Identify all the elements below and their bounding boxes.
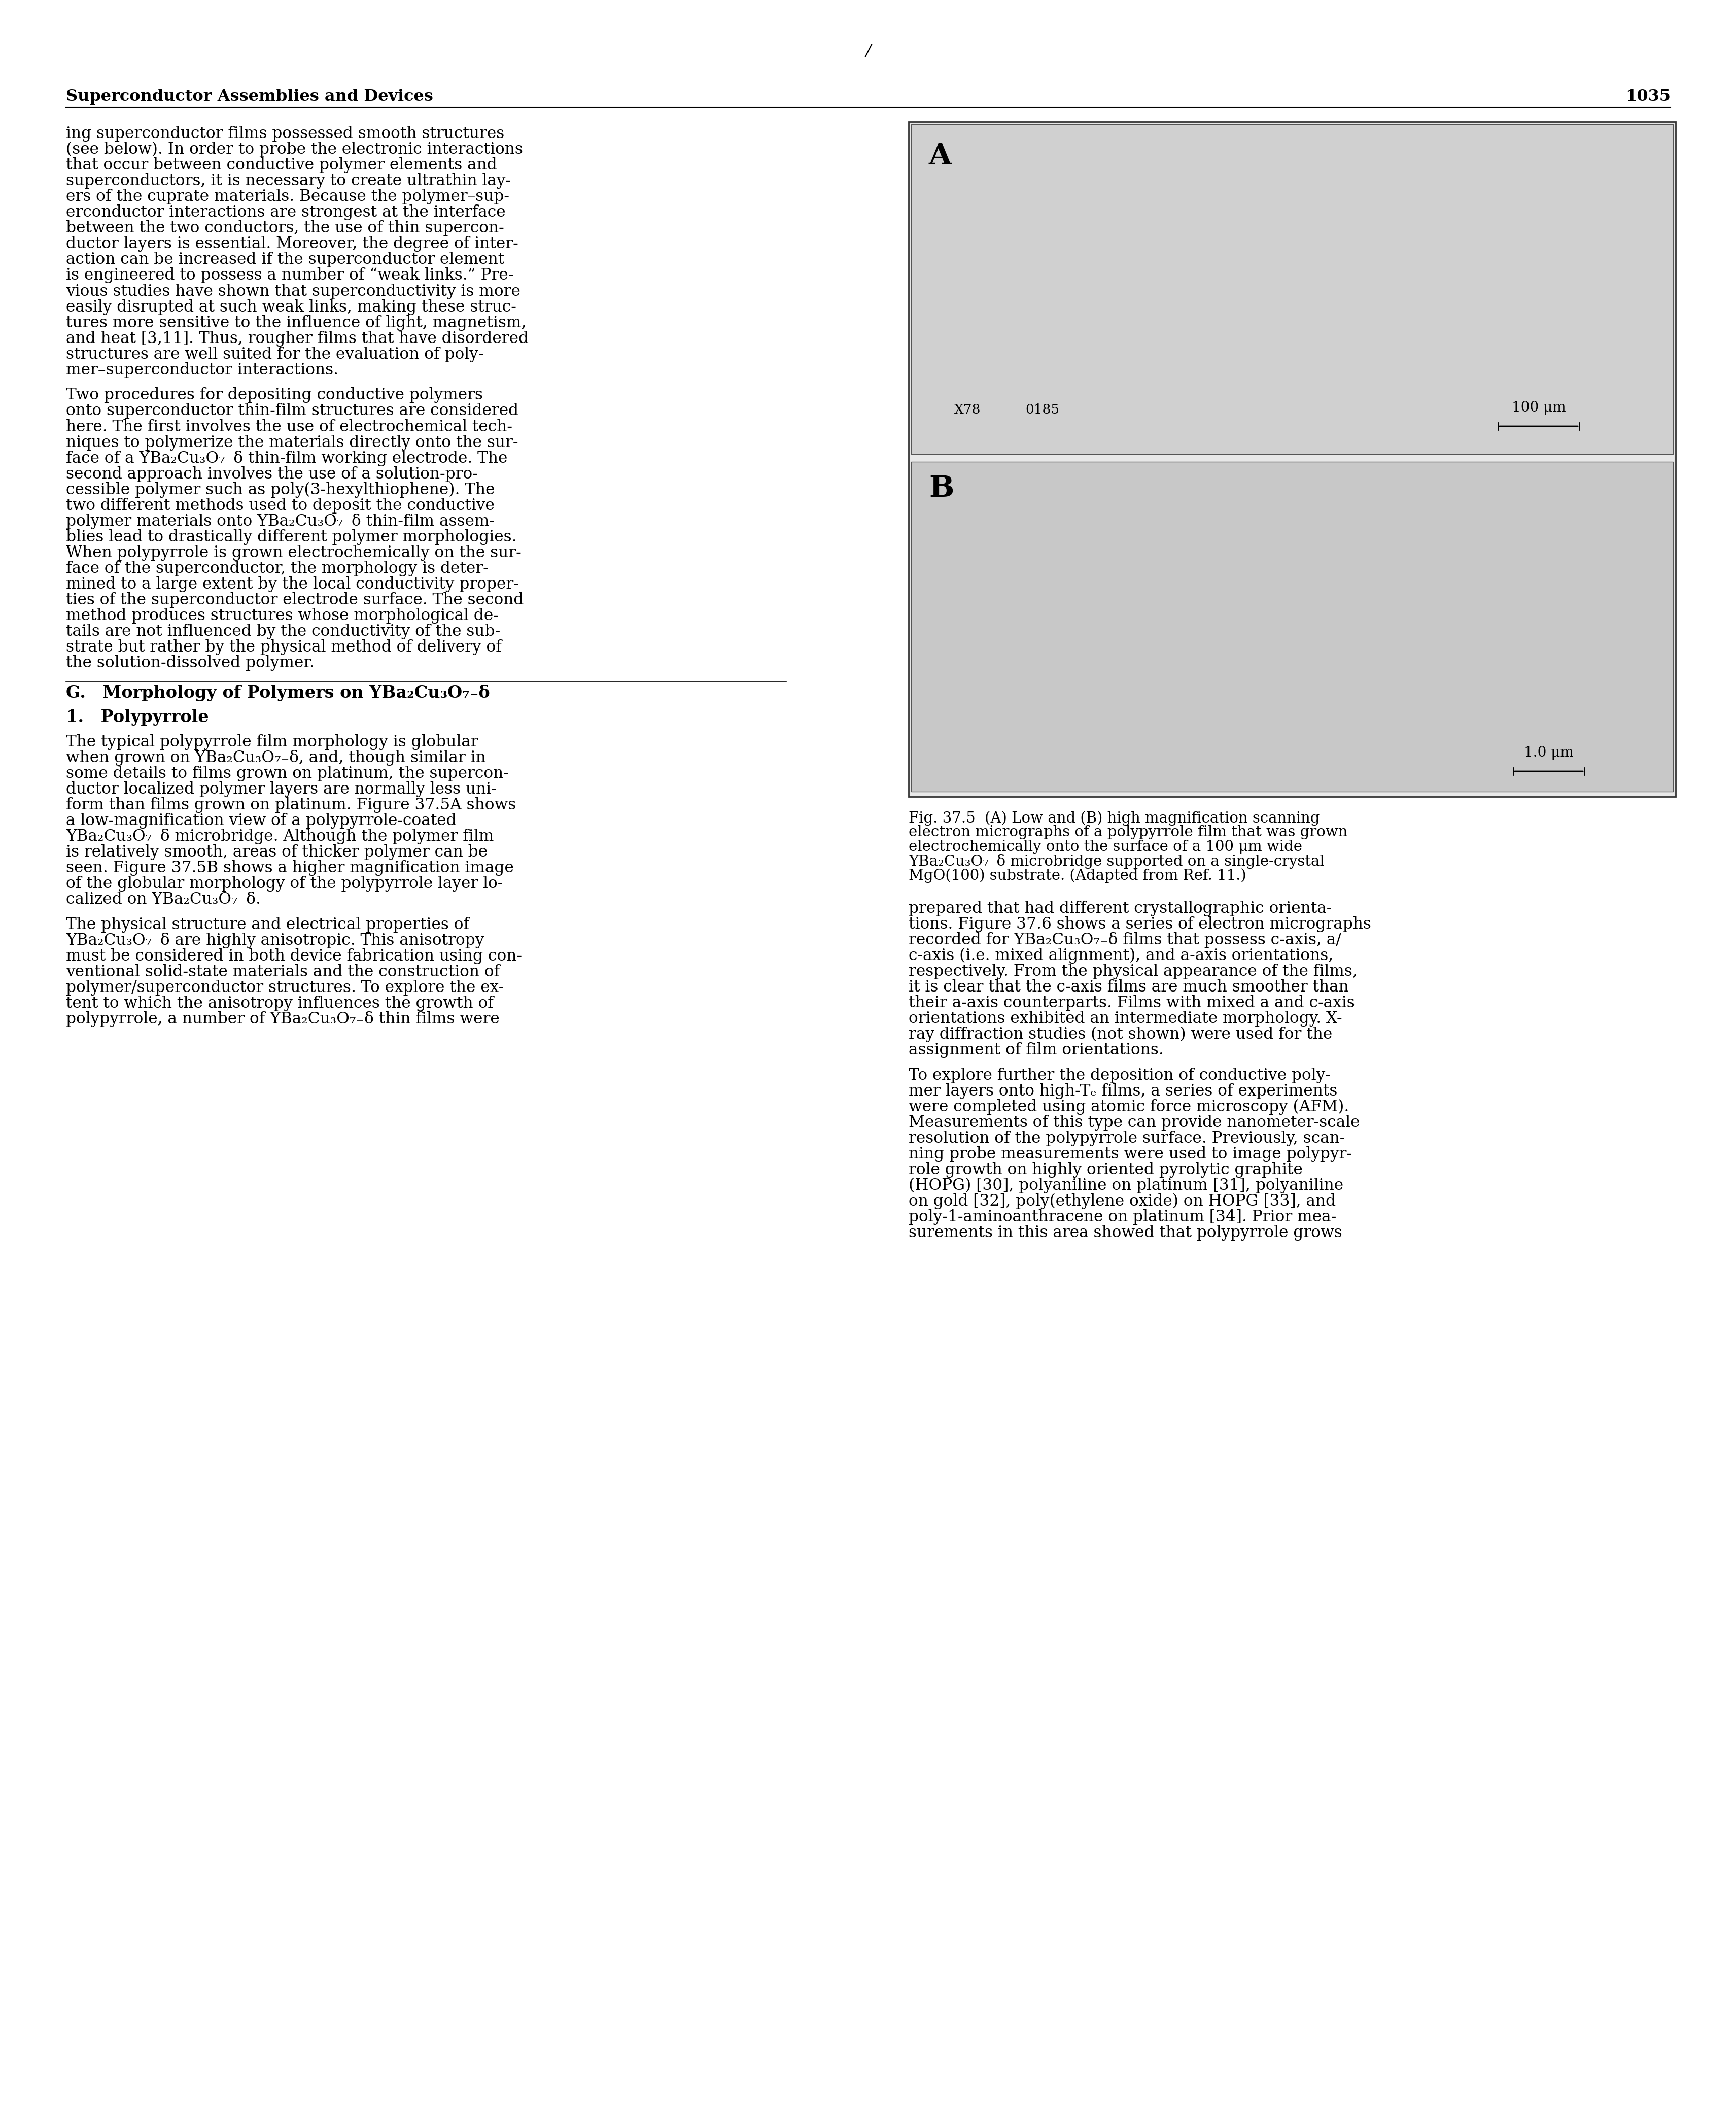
Text: method produces structures whose morphological de-: method produces structures whose morphol… [66, 608, 498, 623]
Text: /: / [865, 42, 871, 59]
Text: onto superconductor thin-film structures are considered: onto superconductor thin-film structures… [66, 403, 519, 420]
Text: surements in this area showed that polypyrrole grows: surements in this area showed that polyp… [908, 1225, 1342, 1242]
Text: mer layers onto high-Tₑ films, a series of experiments: mer layers onto high-Tₑ films, a series … [908, 1083, 1337, 1100]
Text: electron micrographs of a polypyrrole film that was grown: electron micrographs of a polypyrrole fi… [908, 824, 1347, 839]
Text: ventional solid-state materials and the construction of: ventional solid-state materials and the … [66, 964, 500, 979]
Text: The typical polypyrrole film morphology is globular: The typical polypyrrole film morphology … [66, 733, 477, 750]
Text: recorded for YBa₂Cu₃O₇₋δ films that possess c-axis, a/: recorded for YBa₂Cu₃O₇₋δ films that poss… [908, 932, 1340, 947]
Text: tions. Figure 37.6 shows a series of electron micrographs: tions. Figure 37.6 shows a series of ele… [908, 915, 1371, 932]
Text: mined to a large extent by the local conductivity proper-: mined to a large extent by the local con… [66, 576, 519, 591]
Text: 1.0 μm: 1.0 μm [1524, 746, 1573, 759]
Text: a low-magnification view of a polypyrrole-coated: a low-magnification view of a polypyrrol… [66, 814, 457, 829]
Text: tures more sensitive to the influence of light, magnetism,: tures more sensitive to the influence of… [66, 316, 526, 331]
FancyBboxPatch shape [911, 462, 1672, 793]
Text: must be considered in both device fabrication using con-: must be considered in both device fabric… [66, 949, 523, 964]
Text: YBa₂Cu₃O₇₋δ microbridge. Although the polymer film: YBa₂Cu₃O₇₋δ microbridge. Although the po… [66, 829, 493, 843]
Text: When polypyrrole is grown electrochemically on the sur-: When polypyrrole is grown electrochemica… [66, 545, 521, 562]
Text: B: B [929, 475, 953, 502]
Text: when grown on YBa₂Cu₃O₇₋δ, and, though similar in: when grown on YBa₂Cu₃O₇₋δ, and, though s… [66, 750, 486, 765]
Text: resolution of the polypyrrole surface. Previously, scan-: resolution of the polypyrrole surface. P… [908, 1132, 1345, 1146]
Text: ing superconductor films possessed smooth structures: ing superconductor films possessed smoot… [66, 125, 503, 142]
Text: erconductor interactions are strongest at the interface: erconductor interactions are strongest a… [66, 206, 505, 220]
Text: 1035: 1035 [1625, 89, 1670, 104]
Text: Measurements of this type can provide nanometer-scale: Measurements of this type can provide na… [908, 1115, 1359, 1132]
Text: 0185: 0185 [1024, 403, 1059, 415]
Text: ning probe measurements were used to image polypyr-: ning probe measurements were used to ima… [908, 1146, 1352, 1161]
Text: 1. Polypyrrole: 1. Polypyrrole [66, 708, 208, 725]
Text: blies lead to drastically different polymer morphologies.: blies lead to drastically different poly… [66, 530, 517, 545]
Text: the solution-dissolved polymer.: the solution-dissolved polymer. [66, 655, 314, 672]
Text: were completed using atomic force microscopy (AFM).: were completed using atomic force micros… [908, 1100, 1349, 1115]
Text: electrochemically onto the surface of a 100 μm wide: electrochemically onto the surface of a … [908, 839, 1302, 854]
Text: is engineered to possess a number of “weak links.” Pre-: is engineered to possess a number of “we… [66, 267, 514, 284]
Text: polymer materials onto YBa₂Cu₃O₇₋δ thin-film assem-: polymer materials onto YBa₂Cu₃O₇₋δ thin-… [66, 513, 495, 530]
Text: orientations exhibited an intermediate morphology. X-: orientations exhibited an intermediate m… [908, 1011, 1342, 1026]
Text: here. The first involves the use of electrochemical tech-: here. The first involves the use of elec… [66, 420, 512, 434]
Text: poly-1-aminoanthracene on platinum [34]. Prior mea-: poly-1-aminoanthracene on platinum [34].… [908, 1210, 1337, 1225]
Text: two different methods used to deposit the conductive: two different methods used to deposit th… [66, 498, 495, 513]
Text: (see below). In order to probe the electronic interactions: (see below). In order to probe the elect… [66, 142, 523, 157]
Text: seen. Figure 37.5B shows a higher magnification image: seen. Figure 37.5B shows a higher magnif… [66, 860, 514, 875]
Text: role growth on highly oriented pyrolytic graphite: role growth on highly oriented pyrolytic… [908, 1161, 1302, 1178]
Text: polypyrrole, a number of YBa₂Cu₃O₇₋δ thin films were: polypyrrole, a number of YBa₂Cu₃O₇₋δ thi… [66, 1011, 500, 1028]
Text: MgO(100) substrate. (Adapted from Ref. 11.): MgO(100) substrate. (Adapted from Ref. 1… [908, 869, 1246, 884]
Text: form than films grown on platinum. Figure 37.5A shows: form than films grown on platinum. Figur… [66, 797, 516, 814]
Text: niques to polymerize the materials directly onto the sur-: niques to polymerize the materials direc… [66, 434, 517, 451]
Text: G. Morphology of Polymers on YBa₂Cu₃O₇₋δ: G. Morphology of Polymers on YBa₂Cu₃O₇₋δ [66, 684, 490, 701]
Text: ers of the cuprate materials. Because the polymer–sup-: ers of the cuprate materials. Because th… [66, 189, 509, 206]
Text: vious studies have shown that superconductivity is more: vious studies have shown that supercondu… [66, 284, 521, 299]
Text: To explore further the deposition of conductive poly-: To explore further the deposition of con… [908, 1068, 1330, 1083]
Text: ductor layers is essential. Moreover, the degree of inter-: ductor layers is essential. Moreover, th… [66, 235, 517, 252]
Text: A: A [929, 142, 951, 170]
FancyBboxPatch shape [911, 125, 1672, 453]
Text: The physical structure and electrical properties of: The physical structure and electrical pr… [66, 918, 469, 932]
Text: it is clear that the c-axis films are much smoother than: it is clear that the c-axis films are mu… [908, 979, 1349, 996]
FancyBboxPatch shape [908, 121, 1675, 797]
Text: structures are well suited for the evaluation of poly-: structures are well suited for the evalu… [66, 345, 484, 362]
Text: on gold [32], poly(ethylene oxide) on HOPG [33], and: on gold [32], poly(ethylene oxide) on HO… [908, 1193, 1335, 1210]
Text: ductor localized polymer layers are normally less uni-: ductor localized polymer layers are norm… [66, 782, 496, 797]
Text: respectively. From the physical appearance of the films,: respectively. From the physical appearan… [908, 964, 1358, 979]
Text: Two procedures for depositing conductive polymers: Two procedures for depositing conductive… [66, 388, 483, 403]
Text: X78: X78 [955, 403, 981, 415]
Text: cessible polymer such as poly(3-hexylthiophene). The: cessible polymer such as poly(3-hexylthi… [66, 481, 495, 498]
Text: of the globular morphology of the polypyrrole layer lo-: of the globular morphology of the polypy… [66, 875, 503, 892]
Text: (HOPG) [30], polyaniline on platinum [31], polyaniline: (HOPG) [30], polyaniline on platinum [31… [908, 1178, 1344, 1193]
Text: face of the superconductor, the morphology is deter-: face of the superconductor, the morpholo… [66, 562, 488, 576]
Text: second approach involves the use of a solution-pro-: second approach involves the use of a so… [66, 466, 477, 481]
Text: action can be increased if the superconductor element: action can be increased if the supercond… [66, 252, 503, 267]
Text: assignment of film orientations.: assignment of film orientations. [908, 1043, 1163, 1057]
Text: is relatively smooth, areas of thicker polymer can be: is relatively smooth, areas of thicker p… [66, 843, 488, 860]
Text: superconductors, it is necessary to create ultrathin lay-: superconductors, it is necessary to crea… [66, 174, 510, 189]
Text: some details to films grown on platinum, the supercon-: some details to films grown on platinum,… [66, 765, 509, 782]
Text: their a-axis counterparts. Films with mixed a and c-axis: their a-axis counterparts. Films with mi… [908, 996, 1354, 1011]
Text: face of a YBa₂Cu₃O₇₋δ thin-film working electrode. The: face of a YBa₂Cu₃O₇₋δ thin-film working … [66, 451, 507, 466]
Text: 100 μm: 100 μm [1510, 400, 1566, 415]
Text: between the two conductors, the use of thin supercon-: between the two conductors, the use of t… [66, 220, 503, 235]
Text: prepared that had different crystallographic orienta-: prepared that had different crystallogra… [908, 901, 1332, 915]
Text: Superconductor Assemblies and Devices: Superconductor Assemblies and Devices [66, 89, 432, 104]
Text: tent to which the anisotropy influences the growth of: tent to which the anisotropy influences … [66, 996, 493, 1011]
Text: YBa₂Cu₃O₇₋δ are highly anisotropic. This anisotropy: YBa₂Cu₃O₇₋δ are highly anisotropic. This… [66, 932, 484, 947]
Text: that occur between conductive polymer elements and: that occur between conductive polymer el… [66, 157, 496, 174]
Text: strate but rather by the physical method of delivery of: strate but rather by the physical method… [66, 640, 502, 655]
Text: ray diffraction studies (not shown) were used for the: ray diffraction studies (not shown) were… [908, 1026, 1332, 1043]
Text: tails are not influenced by the conductivity of the sub-: tails are not influenced by the conducti… [66, 623, 500, 640]
Text: YBa₂Cu₃O₇₋δ microbridge supported on a single-crystal: YBa₂Cu₃O₇₋δ microbridge supported on a s… [908, 854, 1325, 869]
Text: polymer/superconductor structures. To explore the ex-: polymer/superconductor structures. To ex… [66, 979, 503, 996]
Text: Fig. 37.5  (A) Low and (B) high magnification scanning: Fig. 37.5 (A) Low and (B) high magnifica… [908, 812, 1319, 826]
Text: easily disrupted at such weak links, making these struc-: easily disrupted at such weak links, mak… [66, 299, 516, 316]
Text: mer–superconductor interactions.: mer–superconductor interactions. [66, 362, 339, 377]
Text: calized on YBa₂Cu₃O₇₋δ.: calized on YBa₂Cu₃O₇₋δ. [66, 892, 260, 907]
Text: c-axis (i.e. mixed alignment), and a-axis orientations,: c-axis (i.e. mixed alignment), and a-axi… [908, 947, 1333, 964]
Text: and heat [3,11]. Thus, rougher films that have disordered: and heat [3,11]. Thus, rougher films tha… [66, 331, 528, 345]
Text: ties of the superconductor electrode surface. The second: ties of the superconductor electrode sur… [66, 591, 524, 608]
